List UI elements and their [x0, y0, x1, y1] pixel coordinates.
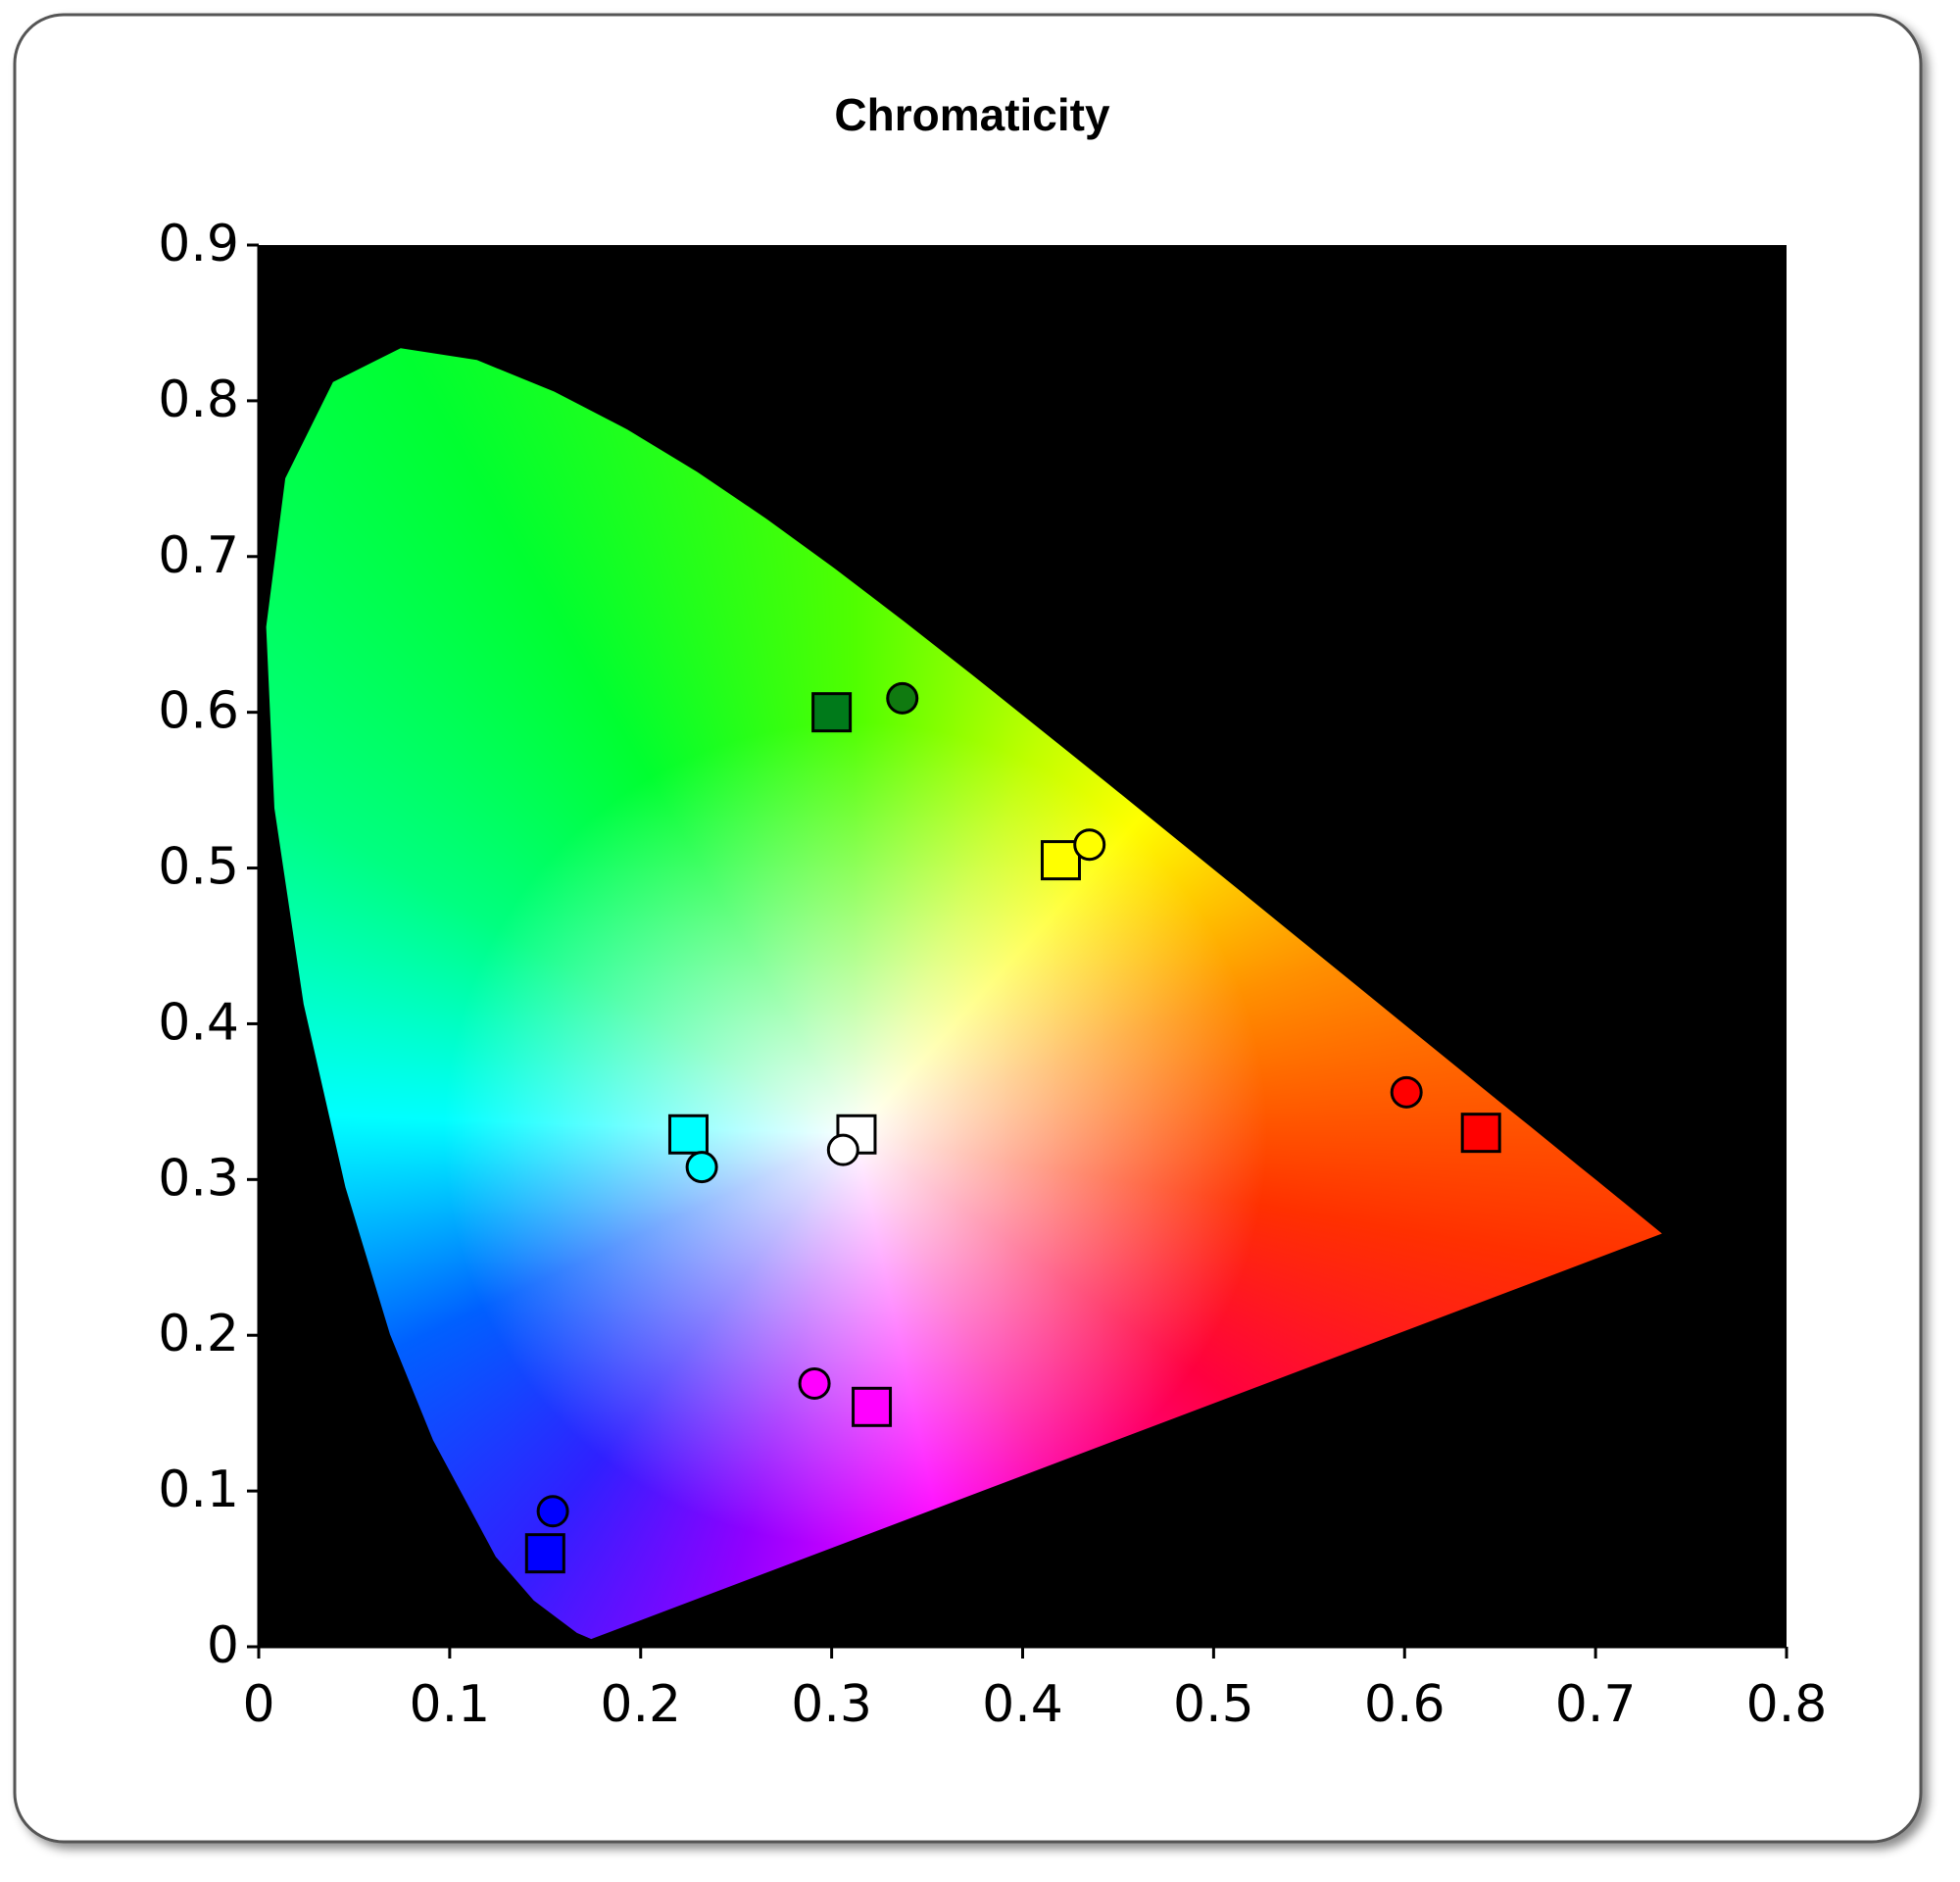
x-tick-label: 0.6 — [1364, 1675, 1446, 1734]
target-marker — [852, 1386, 893, 1427]
x-tick-label: 0.8 — [1746, 1675, 1828, 1734]
target-marker — [811, 692, 853, 733]
measured-marker — [1390, 1075, 1423, 1109]
y-tick-label: 0.6 — [158, 682, 239, 741]
y-tick-label: 0.2 — [158, 1305, 239, 1363]
measured-marker — [685, 1151, 718, 1184]
measured-marker — [798, 1366, 831, 1400]
target-marker — [1460, 1113, 1501, 1154]
y-tick-label: 0.9 — [158, 215, 239, 273]
chart-title: Chromaticity — [834, 89, 1110, 140]
y-tick-label: 0.5 — [158, 838, 239, 897]
y-tick-label: 0.3 — [158, 1149, 239, 1208]
measured-marker — [826, 1133, 859, 1166]
y-tick-label: 0.8 — [158, 371, 239, 429]
target-marker — [667, 1114, 709, 1155]
measured-marker — [1073, 828, 1106, 862]
x-tick-label: 0.2 — [600, 1675, 681, 1734]
x-tick-label: 0.5 — [1173, 1675, 1254, 1734]
measured-marker — [886, 681, 919, 715]
measured-marker — [536, 1495, 569, 1528]
y-tick-label: 0.1 — [158, 1461, 239, 1519]
x-tick-label: 0.7 — [1555, 1675, 1637, 1734]
target-marker — [1040, 840, 1081, 881]
x-tick-label: 0.1 — [410, 1675, 491, 1734]
x-tick-label: 0.3 — [791, 1675, 872, 1734]
y-tick-label: 0.4 — [158, 993, 239, 1052]
x-tick-label: 0 — [242, 1675, 274, 1734]
y-tick-label: 0.7 — [158, 526, 239, 585]
y-tick-label: 0 — [207, 1616, 239, 1675]
target-marker — [524, 1533, 565, 1574]
x-tick-label: 0.4 — [982, 1675, 1063, 1734]
